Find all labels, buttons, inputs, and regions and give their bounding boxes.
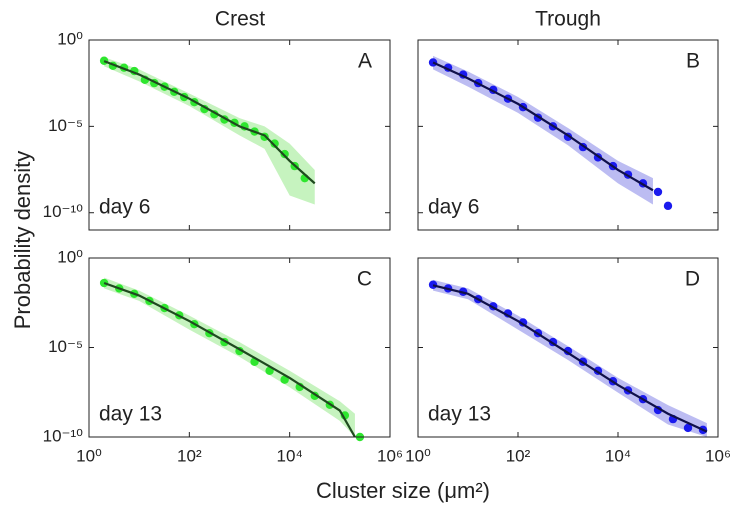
x-tick-label: 10⁴ (605, 446, 631, 465)
panel-annotation: day 6 (99, 196, 150, 219)
data-point (270, 139, 279, 148)
panel-label: B (686, 50, 700, 73)
panel-label: C (357, 268, 372, 291)
fit-line (432, 61, 654, 192)
y-tick-label: 10⁻⁵ (48, 337, 83, 356)
confidence-band (433, 55, 653, 205)
data-point (280, 375, 289, 384)
y-tick-label: 10⁰ (57, 247, 83, 266)
panel-annotation: day 13 (428, 403, 491, 426)
y-tick-label: 10⁻⁵ (48, 116, 83, 135)
panel-annotation: day 13 (99, 403, 162, 426)
data-point (653, 187, 663, 197)
panel-label: D (685, 268, 700, 291)
data-point (683, 423, 693, 433)
panel-annotation: day 6 (428, 196, 479, 219)
x-axis-label: Cluster size (μm²) (316, 478, 490, 503)
panel-frame (88, 39, 391, 231)
data-point (99, 56, 109, 65)
y-axis-label: Probability density (10, 151, 35, 330)
data-point (428, 280, 438, 289)
x-tick-label: 10² (177, 446, 202, 465)
y-tick-label: 10⁻¹⁰ (43, 202, 84, 221)
x-tick-label: 10⁶ (377, 446, 403, 465)
fit-line (103, 60, 316, 185)
x-tick-label: 10⁰ (405, 446, 431, 465)
confidence-band (104, 57, 315, 205)
x-tick-label: 10⁶ (705, 446, 731, 465)
data-point (280, 149, 289, 159)
column-title: Trough (535, 8, 601, 31)
fit-line (103, 281, 356, 438)
data-point (663, 201, 673, 211)
x-tick-label: 10⁴ (277, 446, 303, 465)
panel-label: A (358, 50, 372, 73)
confidence-band (104, 277, 355, 437)
y-tick-label: 10⁻¹⁰ (43, 426, 84, 445)
y-tick-label: 10⁰ (57, 29, 83, 48)
fit-line (432, 284, 708, 433)
panel-frame (417, 39, 719, 231)
x-tick-label: 10² (506, 446, 531, 465)
column-title: Crest (215, 8, 265, 31)
x-tick-label: 10⁰ (76, 446, 102, 465)
